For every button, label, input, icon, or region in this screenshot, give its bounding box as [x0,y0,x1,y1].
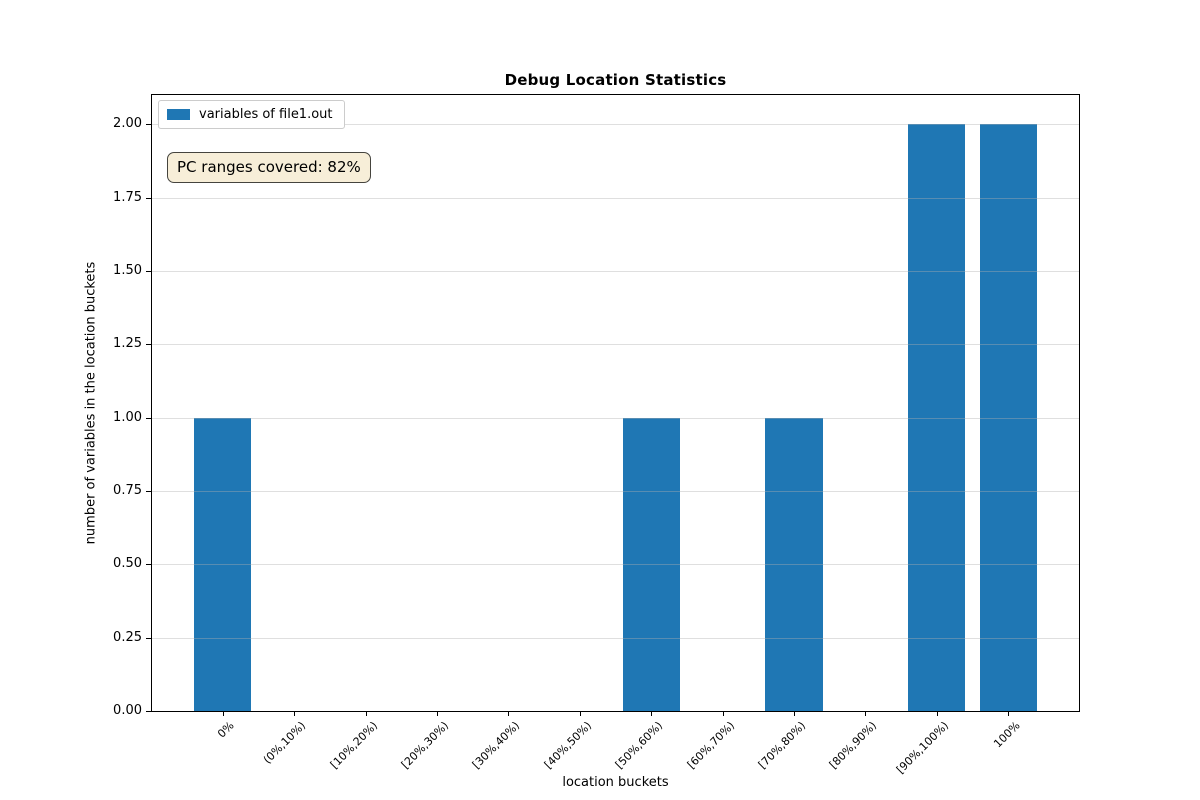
plot-area: variables of file1.out PC ranges covered… [151,94,1080,712]
x-tick-label: [50%,60%) [613,719,666,772]
y-tick-label: 0.00 [113,703,142,718]
y-tick-mark [146,344,151,346]
x-tick-mark [794,712,796,716]
x-tick-mark [722,712,724,716]
y-tick-mark [146,197,151,199]
x-tick-mark [1008,712,1010,716]
y-tick-mark [146,271,151,272]
x-tick-label: [10%,20%) [327,719,380,772]
y-tick-mark [146,564,151,566]
bar-[90%,100%) [908,124,966,711]
x-tick-label: [80%,90%) [827,719,880,772]
y-tick-label: 0.25 [113,629,142,645]
y-tick-mark [146,124,151,126]
y-tick-label: 1.00 [113,409,142,425]
x-tick-label: 100% [991,719,1023,751]
y-tick-mark [146,711,151,712]
x-tick-mark [365,712,367,716]
gridline [152,124,1079,126]
bar-100% [979,124,1037,711]
y-tick-mark [146,491,151,492]
x-tick-label: 0% [215,719,237,741]
legend-label: variables of file1.out [199,107,333,122]
x-tick-mark [651,712,653,716]
legend-swatch-icon [167,109,190,120]
gridline [152,344,1079,346]
x-tick-label: [70%,80%) [755,719,809,772]
x-tick-label: [40%,50%) [541,719,594,772]
gridline [152,637,1079,639]
gridline [152,491,1079,492]
x-tick-label: (0%,10%) [260,719,309,767]
x-tick-mark [865,712,867,716]
bar-[50%,60%) [622,417,680,711]
y-tick-mark [146,637,151,639]
gridline [152,271,1079,272]
y-tick-label: 1.75 [113,189,142,205]
x-tick-label: [90%,100%) [893,719,952,777]
y-tick-label: 1.50 [113,263,142,278]
pc-ranges-annotation: PC ranges covered: 82% [167,152,371,183]
bar-0% [194,417,252,711]
y-axis-label: number of variables in the location buck… [83,261,99,545]
x-axis-label: location buckets [562,775,669,790]
gridline [152,417,1079,419]
chart-title: Debug Location Statistics [504,71,727,89]
x-tick-mark [936,712,938,716]
legend: variables of file1.out [158,100,345,129]
gridline [152,197,1079,199]
x-tick-mark [294,712,296,716]
x-tick-mark [436,712,438,716]
x-tick-label: [30%,40%) [470,719,523,772]
y-tick-label: 1.25 [113,336,142,352]
y-tick-label: 0.50 [113,556,142,572]
x-tick-mark [579,712,581,716]
x-tick-mark [222,712,224,716]
x-tick-label: [60%,70%) [684,719,737,772]
y-tick-mark [146,417,151,419]
x-tick-mark [508,712,510,716]
gridline [152,564,1079,566]
y-tick-label: 2.00 [113,116,142,132]
bar-[70%,80%) [765,417,823,711]
x-tick-label: [20%,30%) [398,719,452,772]
y-tick-label: 0.75 [113,483,142,498]
